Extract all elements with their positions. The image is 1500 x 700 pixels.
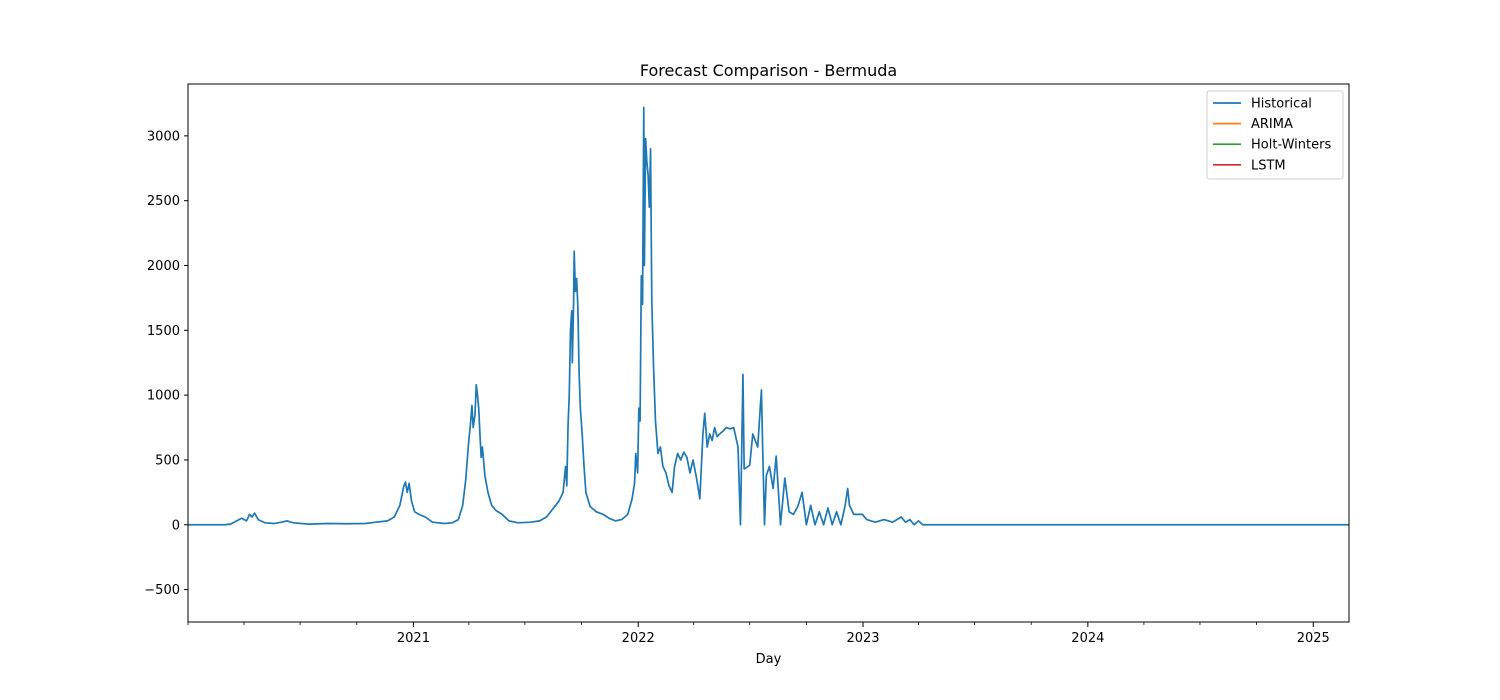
y-tick-label: 2500	[147, 194, 180, 209]
legend-label: Historical	[1251, 97, 1312, 112]
plot-area-frame	[187, 83, 1350, 623]
x-axis: 2021 2022 2023 2024 2025	[187, 622, 1330, 646]
chart-title: Forecast Comparison - Bermuda	[640, 61, 897, 80]
legend-label: LSTM	[1251, 158, 1286, 173]
legend: Historical ARIMA Holt-Winters LSTM	[1206, 90, 1344, 180]
y-tick-label: 500	[155, 453, 180, 468]
legend-label: ARIMA	[1251, 117, 1293, 132]
x-tick-label: 2022	[622, 631, 655, 646]
x-tick-label: 2025	[1297, 631, 1330, 646]
y-tick-label: 2000	[147, 259, 180, 274]
x-tick-label: 2021	[397, 631, 430, 646]
y-tick-label: −500	[144, 583, 180, 598]
series-line-historical	[188, 106, 1349, 526]
x-axis-label: Day	[756, 652, 782, 667]
y-tick-label: 0	[172, 518, 180, 533]
legend-box	[1206, 90, 1344, 180]
legend-label: Holt-Winters	[1251, 138, 1331, 153]
y-tick-label: 3000	[147, 129, 180, 144]
x-tick-label: 2024	[1071, 631, 1104, 646]
y-tick-label: 1500	[147, 324, 180, 339]
x-tick-label: 2023	[846, 631, 879, 646]
y-axis: −500 0 500 1000 1500 2000 2500 3000	[144, 129, 188, 598]
y-tick-label: 1000	[147, 389, 180, 404]
